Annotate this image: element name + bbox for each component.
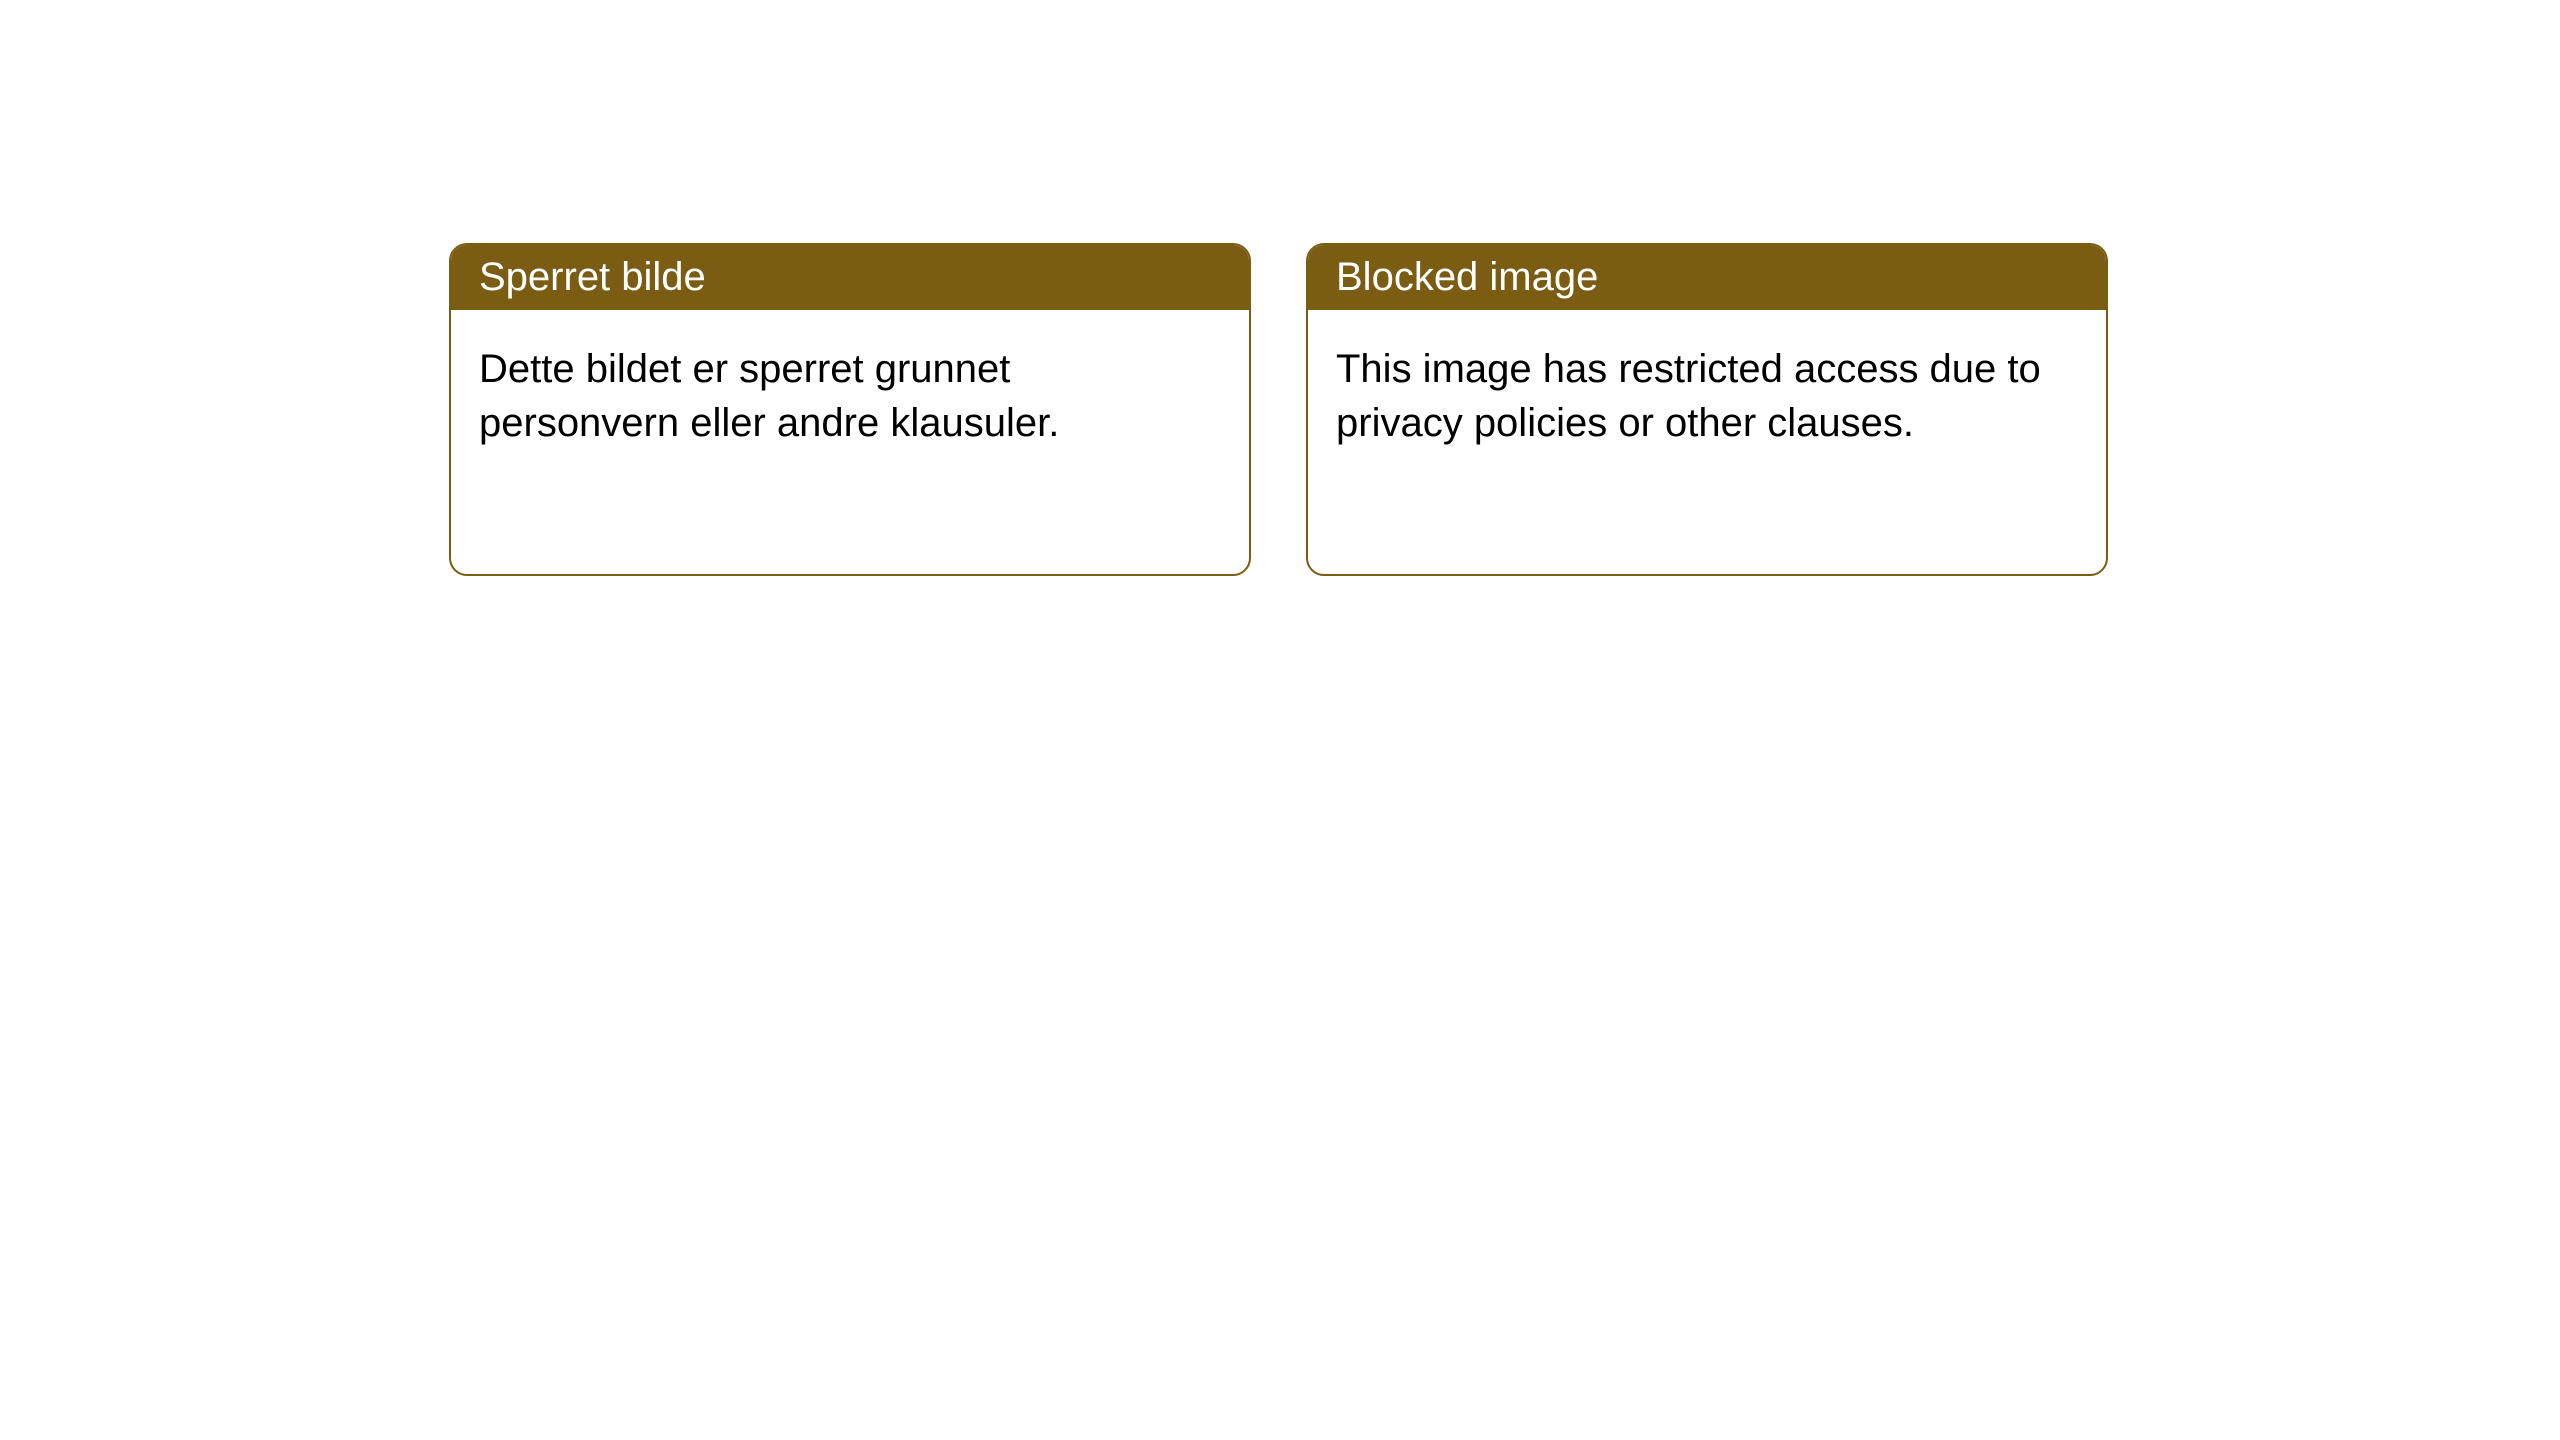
notice-card-english: Blocked image This image has restricted … [1306, 243, 2108, 576]
notice-card-norwegian: Sperret bilde Dette bildet er sperret gr… [449, 243, 1251, 576]
card-header: Blocked image [1308, 245, 2106, 310]
card-header: Sperret bilde [451, 245, 1249, 310]
card-title: Blocked image [1336, 255, 1598, 299]
card-body-text: This image has restricted access due to … [1336, 347, 2041, 445]
card-body-text: Dette bildet er sperret grunnet personve… [479, 347, 1059, 445]
card-body: This image has restricted access due to … [1308, 310, 2106, 482]
card-title: Sperret bilde [479, 255, 706, 299]
notice-container: Sperret bilde Dette bildet er sperret gr… [449, 243, 2108, 576]
card-body: Dette bildet er sperret grunnet personve… [451, 310, 1249, 482]
